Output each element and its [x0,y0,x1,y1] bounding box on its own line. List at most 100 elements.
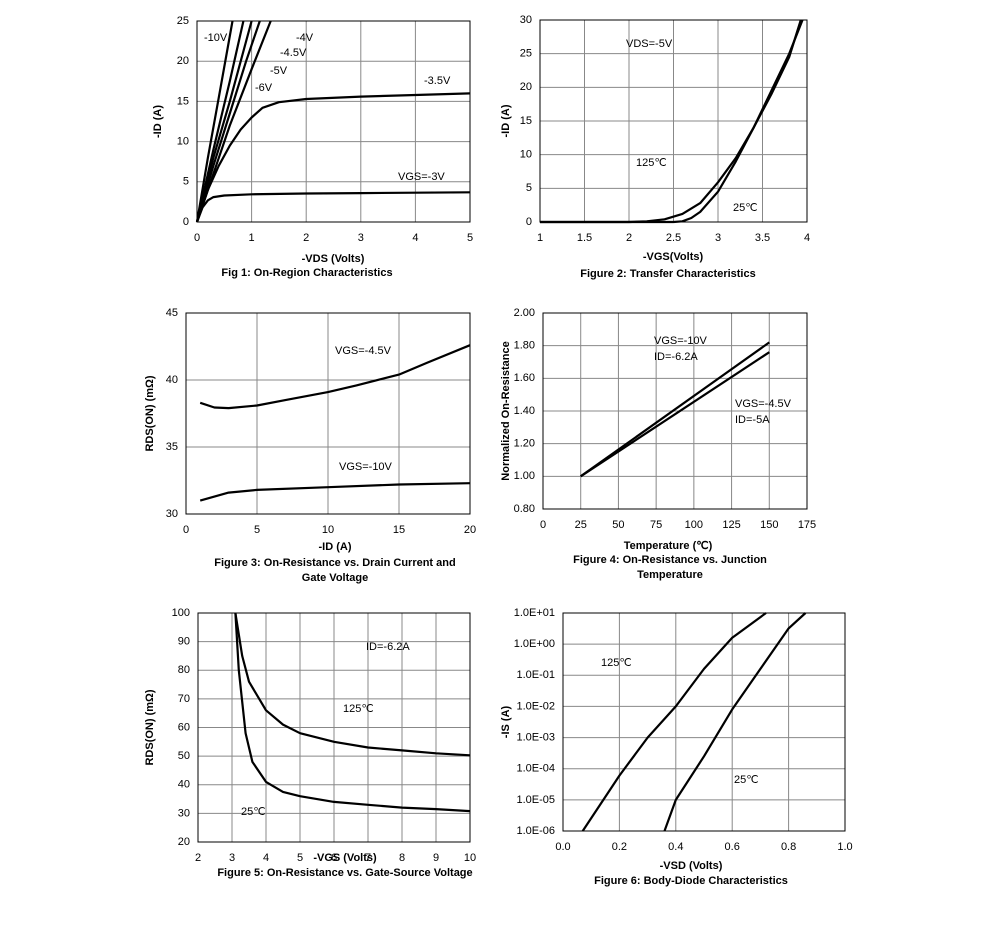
x-tick-label: 3 [358,232,364,244]
x-tick-label: 0.4 [668,841,683,853]
y-tick-label: 1.80 [514,340,535,352]
series-label: 25℃ [733,202,758,214]
series-line [580,351,770,478]
x-tick-label: 10 [464,852,476,864]
plot-frame [562,612,846,832]
series-line [195,191,471,223]
y-tick-label: 20 [178,836,190,848]
y-tick-label: 0 [183,216,189,228]
y-tick-label: 5 [183,176,189,188]
x-tick-label: 20 [464,524,476,536]
x-tick-label: 0.2 [612,841,627,853]
x-tick-label: 0 [540,519,546,531]
y-tick-label: 10 [177,136,189,148]
y-tick-label: 1.0E+00 [514,638,555,650]
y-tick-label: 1.40 [514,405,535,417]
x-tick-label: 1.0 [837,841,852,853]
annotation: ID=-6.2A [654,351,698,363]
plot-frame [196,20,471,223]
y-tick-label: 1.00 [514,470,535,482]
series-label: -4V [296,32,314,44]
x-tick-label: 3.5 [755,232,770,244]
series-label: 25℃ [734,774,759,786]
series-label: 125℃ [636,157,667,169]
y-tick-label: 35 [166,441,178,453]
y-tick-label: 1.0E+01 [514,607,555,619]
y-tick-label: 30 [178,807,190,819]
x-axis-label: -VSD (Volts) [660,860,723,872]
y-tick-label: 60 [178,721,190,733]
series-label: 125℃ [601,657,632,669]
y-axis-label: RDS(ON) (mΩ) [144,375,156,451]
y-tick-label: 1.0E-02 [516,700,555,712]
series-label: -4.5V [280,47,307,59]
x-tick-label: 175 [798,519,816,531]
series-line [199,344,471,410]
x-tick-label: 0.6 [725,841,740,853]
y-tick-label: 20 [177,55,189,67]
x-tick-label: 25 [575,519,587,531]
x-tick-label: 1.5 [577,232,592,244]
annotation: ID=-5A [735,414,770,426]
y-tick-label: 10 [520,149,532,161]
x-tick-label: 7 [365,852,371,864]
y-tick-label: 100 [172,607,190,619]
x-tick-label: 4 [804,232,810,244]
x-tick-label: 100 [685,519,703,531]
x-tick-label: 4 [412,232,418,244]
plot-frame [542,312,808,510]
y-tick-label: 1.20 [514,438,535,450]
x-tick-label: 9 [433,852,439,864]
chart-caption: Fig 1: On-Region Characteristics [221,267,393,279]
y-tick-label: 25 [520,48,532,60]
x-tick-label: 6 [331,852,337,864]
annotation: VDS=-5V [626,38,673,50]
series-label: -5V [270,65,288,77]
x-tick-label: 0.8 [781,841,796,853]
series-line [195,20,272,223]
x-tick-label: 3 [715,232,721,244]
plot-frame [197,612,471,843]
series-line [581,612,767,832]
x-tick-label: 2 [303,232,309,244]
y-tick-label: 30 [166,508,178,520]
y-tick-label: 25 [177,15,189,27]
series-line [663,612,807,832]
x-tick-label: 1 [249,232,255,244]
series-label: -6V [255,82,273,94]
y-tick-label: 20 [520,81,532,93]
series-label: VGS=-3V [398,171,445,183]
x-tick-label: 150 [760,519,778,531]
x-tick-label: 0 [194,232,200,244]
x-tick-label: 5 [254,524,260,536]
series-label: -3.5V [424,75,451,87]
x-tick-label: 10 [322,524,334,536]
y-tick-label: 50 [178,750,190,762]
annotation: ID=-6.2A [366,641,410,653]
y-tick-label: 45 [166,307,178,319]
x-tick-label: 2 [195,852,201,864]
series-label: VGS=-10V [654,335,708,347]
x-tick-label: 1 [537,232,543,244]
x-tick-label: 5 [297,852,303,864]
y-axis-label: -IS (A) [500,705,512,738]
x-tick-label: 0 [183,524,189,536]
x-tick-label: 50 [612,519,624,531]
y-tick-label: 40 [166,374,178,386]
y-tick-label: 70 [178,693,190,705]
x-tick-label: 15 [393,524,405,536]
chart-caption: Figure 4: On-Resistance vs. Junction Tem… [573,554,767,581]
y-tick-label: 2.00 [514,307,535,319]
series-label: VGS=-4.5V [735,398,792,410]
series-line [195,20,234,223]
y-tick-label: 90 [178,636,190,648]
y-tick-label: 30 [520,14,532,26]
series-label: 125℃ [343,703,374,715]
y-tick-label: 1.0E-04 [516,763,555,775]
series-line [195,20,261,223]
y-axis-label: -ID (A) [152,105,164,138]
series-label: -10V [204,32,228,44]
y-tick-label: 0.80 [514,503,535,515]
